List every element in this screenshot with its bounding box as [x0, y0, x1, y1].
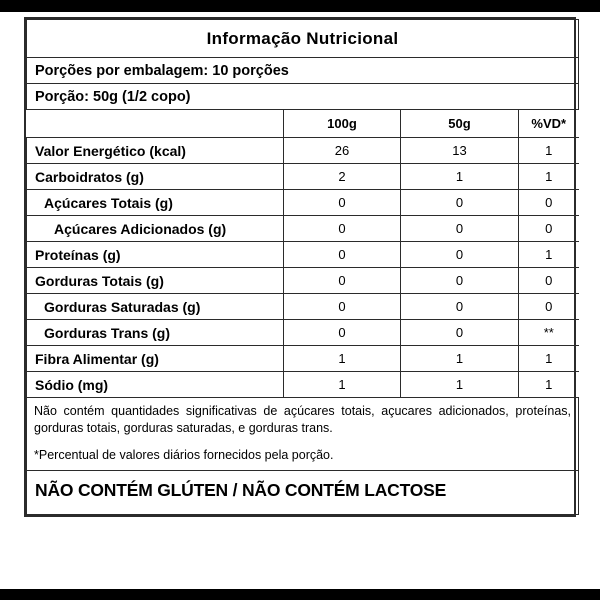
nutrition-facts-body: Informação Nutricional Porções por embal… [26, 19, 579, 515]
servings-per-package: Porções por embalagem: 10 porções [26, 57, 579, 84]
nutrient-value-dv: 1 [518, 163, 579, 190]
nutrient-value-dv: 1 [518, 137, 579, 164]
nutrient-value-serving: 0 [400, 189, 519, 216]
nutrition-facts-panel: Informação Nutricional Porções por embal… [24, 17, 579, 517]
column-header-label [26, 109, 284, 138]
column-header-dv: %VD* [518, 109, 579, 138]
label-page: Informação Nutricional Porções por embal… [0, 12, 600, 589]
panel-title: Informação Nutricional [26, 19, 579, 58]
nutrient-value-serving: 0 [400, 293, 519, 320]
nutrient-value-100g: 2 [283, 163, 401, 190]
nutrient-value-100g: 0 [283, 319, 401, 346]
table-row: Proteínas (g) 0 0 1 [26, 241, 579, 268]
nutrient-value-100g: 0 [283, 189, 401, 216]
table-row: Gorduras Trans (g) 0 0 ** [26, 319, 579, 346]
table-row: Gorduras Saturadas (g) 0 0 0 [26, 293, 579, 320]
nutrient-value-100g: 1 [283, 345, 401, 372]
column-header-serving: 50g [400, 109, 519, 138]
top-black-band [0, 0, 600, 12]
banner-row: NÃO CONTÉM GLÚTEN / NÃO CONTÉM LACTOSE [26, 469, 579, 515]
nutrient-value-serving: 1 [400, 163, 519, 190]
nutrient-name: Açúcares Adicionados (g) [26, 215, 284, 242]
notes-row: Não contém quantidades significativas de… [26, 397, 579, 471]
nutrient-value-dv: 1 [518, 371, 579, 398]
table-row: Valor Energético (kcal) 26 13 1 [26, 137, 579, 164]
serving-size-row: Porção: 50g (1/2 copo) [26, 83, 579, 110]
gluten-lactose-banner: NÃO CONTÉM GLÚTEN / NÃO CONTÉM LACTOSE [26, 469, 579, 515]
nutrient-value-serving: 13 [400, 137, 519, 164]
nutrient-value-serving: 0 [400, 215, 519, 242]
nutrient-name: Gorduras Trans (g) [26, 319, 284, 346]
nutrient-value-dv: 0 [518, 293, 579, 320]
nutrient-value-100g: 1 [283, 371, 401, 398]
daily-value-footnote: *Percentual de valores diários fornecido… [34, 448, 334, 462]
nutrient-value-serving: 1 [400, 345, 519, 372]
title-row: Informação Nutricional [26, 19, 579, 58]
table-row: Gorduras Totais (g) 0 0 0 [26, 267, 579, 294]
nutrient-name: Gorduras Saturadas (g) [26, 293, 284, 320]
nutrition-facts-table: Informação Nutricional Porções por embal… [26, 19, 579, 515]
table-row: Açúcares Adicionados (g) 0 0 0 [26, 215, 579, 242]
table-row: Sódio (mg) 1 1 1 [26, 371, 579, 398]
nutrient-value-serving: 0 [400, 267, 519, 294]
nutrient-name: Proteínas (g) [26, 241, 284, 268]
nutrient-name: Carboidratos (g) [26, 163, 284, 190]
nutrient-value-100g: 0 [283, 241, 401, 268]
insignificant-amounts-note: Não contém quantidades significativas de… [34, 404, 571, 435]
nutrient-value-dv: 1 [518, 345, 579, 372]
nutrient-value-dv: 1 [518, 241, 579, 268]
nutrient-value-dv: 0 [518, 189, 579, 216]
nutrient-name: Valor Energético (kcal) [26, 137, 284, 164]
bottom-black-band [0, 589, 600, 600]
servings-per-package-row: Porções por embalagem: 10 porções [26, 57, 579, 84]
serving-size: Porção: 50g (1/2 copo) [26, 83, 579, 110]
footnotes: Não contém quantidades significativas de… [26, 397, 579, 471]
note-spacer [34, 436, 571, 447]
nutrient-value-100g: 0 [283, 293, 401, 320]
nutrient-value-dv: 0 [518, 215, 579, 242]
table-row: Açúcares Totais (g) 0 0 0 [26, 189, 579, 216]
column-header-100g: 100g [283, 109, 401, 138]
nutrient-name: Fibra Alimentar (g) [26, 345, 284, 372]
nutrient-name: Açúcares Totais (g) [26, 189, 284, 216]
nutrient-value-100g: 0 [283, 267, 401, 294]
nutrient-name: Sódio (mg) [26, 371, 284, 398]
nutrient-value-100g: 0 [283, 215, 401, 242]
table-row: Carboidratos (g) 2 1 1 [26, 163, 579, 190]
column-header-row: 100g 50g %VD* [26, 109, 579, 138]
nutrient-value-serving: 0 [400, 241, 519, 268]
nutrient-value-serving: 0 [400, 319, 519, 346]
nutrient-name: Gorduras Totais (g) [26, 267, 284, 294]
nutrient-value-dv: ** [518, 319, 579, 346]
nutrient-value-100g: 26 [283, 137, 401, 164]
table-row: Fibra Alimentar (g) 1 1 1 [26, 345, 579, 372]
nutrient-value-serving: 1 [400, 371, 519, 398]
nutrient-value-dv: 0 [518, 267, 579, 294]
